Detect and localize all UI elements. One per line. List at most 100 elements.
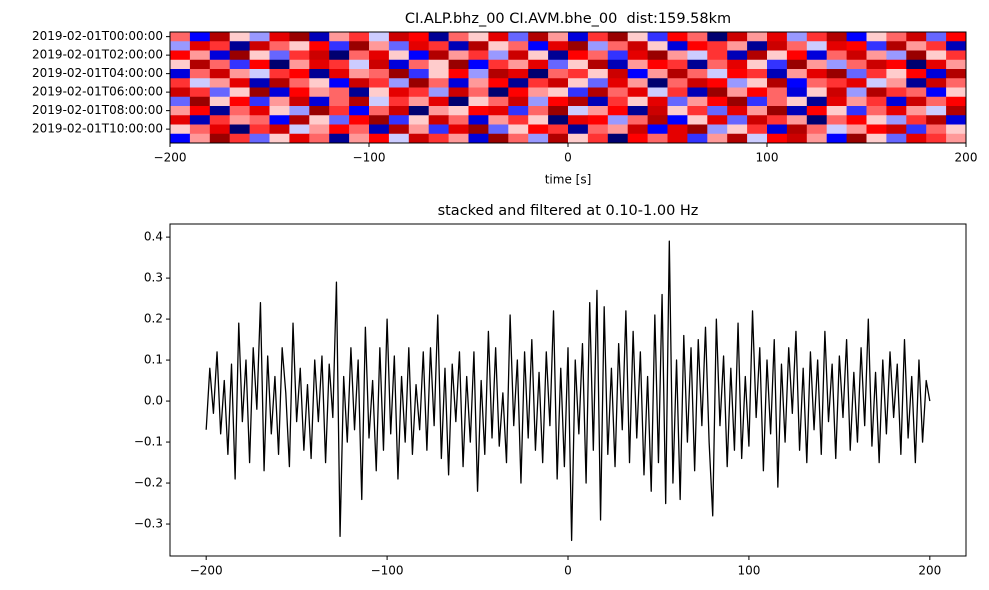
heatmap-cell bbox=[946, 59, 967, 70]
heatmap-cell bbox=[289, 96, 310, 107]
heatmap-cell bbox=[627, 69, 649, 79]
heatmap-cell bbox=[189, 133, 211, 144]
heatmap-cell bbox=[727, 106, 748, 116]
heatmap-cell bbox=[906, 59, 927, 70]
heatmap-cell bbox=[806, 106, 828, 116]
heatmap-cell bbox=[508, 96, 529, 107]
heatmap-cell bbox=[488, 69, 509, 79]
heatmap-cell bbox=[767, 78, 788, 88]
heatmap-cell bbox=[886, 59, 907, 70]
heatmap-cell bbox=[329, 96, 350, 107]
heatmap-cell bbox=[786, 106, 808, 116]
heatmap-cell bbox=[906, 32, 927, 42]
heatmap-cell bbox=[448, 59, 469, 70]
x-tick-label: 100 bbox=[737, 564, 760, 578]
x-tick-label: 200 bbox=[955, 151, 978, 165]
heatmap-cell bbox=[667, 106, 688, 116]
heatmap-cell bbox=[786, 115, 808, 125]
heatmap-cell bbox=[707, 87, 728, 98]
heatmap-cell bbox=[647, 124, 668, 135]
heatmap-cell bbox=[568, 32, 589, 42]
heatmap-cell bbox=[826, 124, 848, 135]
y-tick-label: −0.1 bbox=[134, 435, 163, 449]
heatmap-cell bbox=[846, 69, 867, 79]
heatmap-cell bbox=[269, 133, 290, 144]
heatmap-cell bbox=[886, 115, 907, 125]
heatmap-cell bbox=[607, 50, 629, 61]
heatmap-cell bbox=[667, 41, 688, 51]
heatmap-cell bbox=[786, 96, 808, 107]
heatmap-cell bbox=[707, 96, 728, 107]
heatmap-cell bbox=[448, 78, 469, 88]
heatmap-cell bbox=[767, 59, 788, 70]
heatmap-cell bbox=[209, 133, 231, 144]
heatmap-cell bbox=[747, 115, 768, 125]
heatmap-cell bbox=[209, 96, 231, 107]
heatmap-cell bbox=[826, 69, 848, 79]
heatmap-cell bbox=[349, 78, 370, 88]
heatmap-cell bbox=[866, 124, 887, 135]
heatmap-cell bbox=[846, 115, 867, 125]
heatmap-cell bbox=[846, 41, 867, 51]
heatmap-cell bbox=[607, 32, 629, 42]
heatmap-cell bbox=[627, 50, 649, 61]
heatmap-cell bbox=[946, 87, 967, 98]
heatmap-cell bbox=[846, 59, 867, 70]
heatmap-cell bbox=[349, 32, 370, 42]
heatmap-cell bbox=[189, 96, 211, 107]
heatmap-cell bbox=[548, 59, 569, 70]
heatmap-cell bbox=[548, 133, 569, 144]
heatmap-cell bbox=[488, 50, 509, 61]
heatmap-cell bbox=[667, 50, 688, 61]
heatmap-cell bbox=[349, 50, 370, 61]
heatmap-cell bbox=[249, 87, 270, 98]
y-tick-label: 2019-02-01T04:00:00 bbox=[32, 66, 163, 80]
heatmap-cell bbox=[627, 106, 649, 116]
heatmap-cell bbox=[508, 78, 529, 88]
heatmap-cell bbox=[468, 69, 489, 79]
heatmap-cell bbox=[647, 41, 668, 51]
y-tick-label: 2019-02-01T10:00:00 bbox=[32, 122, 163, 136]
heatmap-cell bbox=[886, 96, 907, 107]
heatmap-cell bbox=[568, 69, 589, 79]
heatmap-cell bbox=[687, 41, 708, 51]
heatmap-cell bbox=[388, 78, 410, 88]
heatmap-cell bbox=[269, 69, 290, 79]
heatmap-cell bbox=[846, 78, 867, 88]
heatmap-cell bbox=[667, 96, 688, 107]
heatmap-cell bbox=[906, 50, 927, 61]
heatmap-cell bbox=[448, 133, 469, 144]
heatmap-cell bbox=[607, 87, 629, 98]
heatmap-cell bbox=[727, 32, 748, 42]
x-tick-label: 200 bbox=[918, 564, 941, 578]
heatmap-cell bbox=[349, 59, 370, 70]
heatmap-cell bbox=[806, 115, 828, 125]
heatmap-cell bbox=[647, 69, 668, 79]
heatmap-cell bbox=[846, 124, 867, 135]
heatmap-cell bbox=[767, 106, 788, 116]
heatmap-cell bbox=[946, 69, 967, 79]
heatmap-cell bbox=[189, 69, 211, 79]
heatmap-cell bbox=[528, 124, 549, 135]
heatmap-cell bbox=[548, 96, 569, 107]
heatmap-cell bbox=[408, 50, 430, 61]
heatmap-cell bbox=[806, 41, 828, 51]
heatmap-cell bbox=[309, 87, 330, 98]
heatmap-cell bbox=[587, 69, 609, 79]
heatmap-cell bbox=[428, 59, 450, 70]
chart-title: stacked and filtered at 0.10-1.00 Hz bbox=[438, 203, 699, 219]
heatmap-cell bbox=[926, 133, 947, 144]
heatmap-cell bbox=[727, 96, 748, 107]
heatmap-cell bbox=[528, 32, 549, 42]
heatmap-cell bbox=[687, 124, 708, 135]
heatmap-cell bbox=[926, 41, 947, 51]
heatmap-cell bbox=[289, 50, 310, 61]
heatmap-cell bbox=[528, 59, 549, 70]
heatmap-cell bbox=[627, 59, 649, 70]
heatmap-cell bbox=[647, 87, 668, 98]
heatmap-cell bbox=[926, 106, 947, 116]
heatmap-cell bbox=[388, 59, 410, 70]
heatmap-cell bbox=[826, 78, 848, 88]
heatmap-cell bbox=[170, 133, 191, 144]
heatmap-cell bbox=[488, 78, 509, 88]
